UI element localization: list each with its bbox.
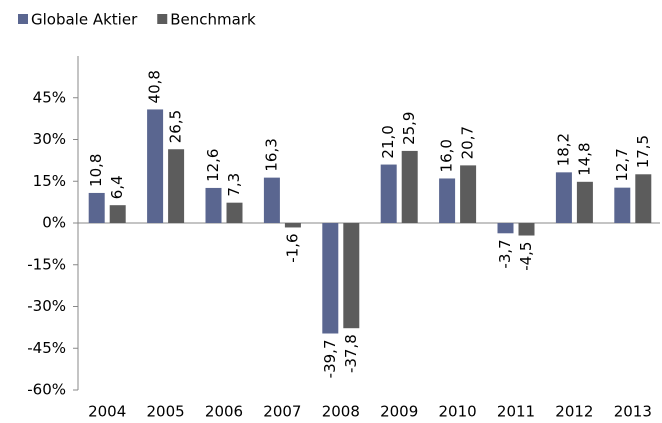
x-tick-label: 2010 [439,403,477,421]
bar [555,172,572,223]
value-label: 12,6 [204,149,222,182]
value-label: -39,7 [321,339,339,378]
x-tick-label: 2009 [380,403,418,421]
value-label: 21,0 [379,125,397,158]
y-tick-label: -15% [27,255,66,273]
value-label: 10,8 [87,154,105,187]
x-tick-label: 2007 [263,403,301,421]
bar [109,205,126,223]
bar [263,177,280,223]
value-label: 40,8 [146,70,164,103]
bar [460,165,477,223]
bar [497,223,514,234]
y-tick-label: -30% [27,297,66,315]
bar [576,181,593,223]
x-tick-label: 2011 [497,403,535,421]
bar [168,149,185,223]
bar [343,223,360,329]
value-label: -37,8 [342,334,360,373]
bar [380,164,397,223]
legend-swatch [18,14,28,24]
value-label: 12,7 [613,148,631,181]
bar [635,174,652,223]
value-label: 7,3 [225,173,243,197]
value-label: 17,5 [634,135,652,168]
x-tick-label: 2013 [614,403,652,421]
x-tick-label: 2008 [322,403,360,421]
value-label: 18,2 [554,133,572,166]
bar [205,187,222,223]
bar [614,187,631,223]
value-label: -3,7 [496,239,514,268]
value-label: 26,5 [167,110,185,143]
y-tick-label: 30% [33,130,66,148]
y-tick-label: 15% [33,172,66,190]
legend-swatch [157,14,168,24]
value-label: -1,6 [283,233,301,262]
y-tick-label: -45% [27,339,66,357]
x-tick-label: 2006 [205,403,243,421]
x-tick-label: 2004 [88,403,126,421]
bar [322,223,339,334]
bar [284,223,301,228]
x-tick-label: 2005 [147,403,185,421]
y-tick-label: -60% [27,381,66,399]
bar [226,202,243,223]
value-label: 14,8 [575,142,593,175]
bar [439,178,456,223]
bar [518,223,535,236]
bar [147,109,164,223]
legend-label: Globale Aktier [31,11,138,29]
value-label: 6,4 [108,175,126,199]
value-label: -4,5 [517,242,535,271]
value-label: 16,0 [438,139,456,172]
value-label: 25,9 [400,112,418,145]
legend-label: Benchmark [170,11,256,29]
x-tick-label: 2012 [555,403,593,421]
bar [88,192,105,223]
y-tick-label: 0% [42,214,66,232]
y-tick-label: 45% [33,88,66,106]
bar [401,150,418,223]
value-label: 20,7 [459,126,477,159]
value-label: 16,3 [262,138,280,171]
